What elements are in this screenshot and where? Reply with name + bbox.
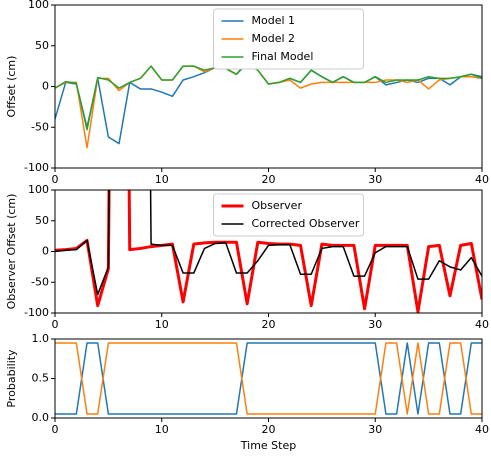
y-tick-label: -50 xyxy=(31,275,49,288)
y-tick-label: -50 xyxy=(31,120,49,133)
legend-label: Model 1 xyxy=(252,14,296,27)
x-tick-label: 10 xyxy=(155,423,169,436)
lines xyxy=(55,342,482,415)
legend-label: Final Model xyxy=(252,50,314,63)
series-line xyxy=(55,190,482,313)
y-tick-label: 0 xyxy=(42,80,49,93)
series-line xyxy=(55,61,482,149)
y-tick-label: 100 xyxy=(28,0,49,11)
y-tick-label: 1.0 xyxy=(32,332,50,345)
x-tick-label: 20 xyxy=(262,173,276,186)
series-line xyxy=(55,61,482,131)
x-tick-label: 0 xyxy=(52,423,59,436)
x-tick-label: 0 xyxy=(52,318,59,331)
y-tick-label: 0.5 xyxy=(32,372,50,385)
x-tick-label: 10 xyxy=(155,173,169,186)
x-axis-label: Time Step xyxy=(240,439,296,452)
axes-frame xyxy=(54,338,483,419)
series-line xyxy=(55,190,482,296)
axes-frame xyxy=(54,4,483,169)
x-tick-label: 30 xyxy=(368,318,382,331)
series-line xyxy=(55,342,482,415)
x-tick-label: 40 xyxy=(475,173,489,186)
lines xyxy=(55,190,482,313)
y-axis-label: Probability xyxy=(5,349,18,408)
x-tick-label: 0 xyxy=(52,173,59,186)
legend-label: Model 2 xyxy=(252,32,296,45)
y-tick-label: 0 xyxy=(42,245,49,258)
x-tick-label: 30 xyxy=(368,173,382,186)
y-tick-label: 0.0 xyxy=(32,411,50,424)
panel: 0 10 20 30 40 0.0 0.5 1.0 Probability Time Step xyxy=(5,332,489,452)
y-tick-label: 50 xyxy=(35,39,49,52)
panel: 0 10 20 30 40 -100 -50 0 50 100 Observer Offset (c… xyxy=(5,183,489,331)
series-line xyxy=(55,62,482,145)
y-tick-label: -100 xyxy=(24,306,49,319)
x-tick-label: 10 xyxy=(155,318,169,331)
y-axis-label: Observer Offset (cm) xyxy=(5,194,18,310)
panel: 0 10 20 30 40 -100 -50 0 50 100 Offset (cm) Model 1… xyxy=(5,0,489,186)
legend: Observer Corrected Observer xyxy=(213,193,364,237)
x-tick-label: 20 xyxy=(262,423,276,436)
x-tick-label: 20 xyxy=(262,318,276,331)
y-axis-label: Offset (cm) xyxy=(5,56,18,118)
series-line xyxy=(55,342,482,415)
axes-frame xyxy=(54,189,483,314)
legend-label: Observer xyxy=(252,199,303,212)
legend: Model 1 Model 2 Final Model xyxy=(213,8,364,70)
legend-box xyxy=(213,8,364,70)
x-tick-label: 30 xyxy=(368,423,382,436)
lines xyxy=(55,61,482,149)
legend-box xyxy=(213,193,364,237)
y-tick-label: -100 xyxy=(24,161,49,174)
x-tick-label: 40 xyxy=(475,423,489,436)
x-tick-label: 40 xyxy=(475,318,489,331)
y-tick-label: 50 xyxy=(35,214,49,227)
legend-label: Corrected Observer xyxy=(252,217,360,230)
y-tick-label: 100 xyxy=(28,183,49,196)
